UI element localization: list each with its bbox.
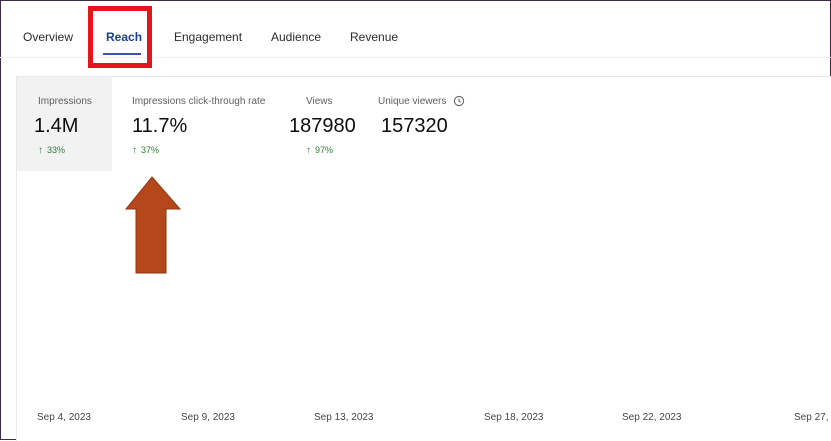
- arrow-up-icon: ↑: [38, 145, 43, 156]
- metric-impressions-ctr[interactable]: Impressions click-through rate 11.7% ↑ 37…: [120, 77, 290, 171]
- arrow-up-icon: ↑: [132, 145, 137, 156]
- x-tick-label: Sep 13, 2023: [314, 412, 374, 423]
- tabs-divider: [0, 57, 831, 58]
- tab-audience[interactable]: Audience: [271, 30, 322, 44]
- metric-change: ↑ 33%: [38, 145, 65, 156]
- metric-change-value: 33%: [47, 145, 66, 155]
- metric-views[interactable]: Views 187980 ↑ 97%: [282, 77, 367, 171]
- metric-label: Views: [306, 96, 333, 107]
- metric-value: 187980: [289, 115, 356, 137]
- metric-value: 11.7%: [132, 115, 188, 137]
- metric-change: ↑ 37%: [132, 145, 159, 156]
- reach-tab-highlight-box: [88, 6, 152, 68]
- x-tick-label: Sep 9, 2023: [181, 412, 235, 423]
- metric-value: 1.4M: [34, 115, 79, 137]
- annotation-up-arrow-icon: [124, 176, 182, 274]
- metric-label: Unique viewers: [378, 96, 447, 107]
- active-tab-underline: [103, 53, 141, 55]
- metric-change: ↑ 97%: [306, 145, 333, 156]
- metric-change-value: 37%: [141, 145, 160, 155]
- metric-label: Impressions click-through rate: [132, 96, 266, 107]
- metric-unique-viewers[interactable]: Unique viewers 157320: [372, 77, 482, 171]
- tab-engagement[interactable]: Engagement: [174, 30, 243, 44]
- analytics-tabs: Overview Reach Engagement Audience Reven…: [0, 0, 831, 72]
- tab-revenue[interactable]: Revenue: [350, 30, 399, 44]
- x-tick-label: Sep 18, 2023: [484, 412, 544, 423]
- metric-value: 157320: [381, 115, 448, 137]
- tab-reach[interactable]: Reach: [106, 30, 143, 44]
- metric-label: Impressions: [38, 96, 92, 107]
- x-tick-label: Sep 4, 2023: [37, 412, 91, 423]
- tab-overview[interactable]: Overview: [23, 30, 74, 44]
- arrow-up-icon: ↑: [306, 145, 311, 156]
- x-tick-label: Sep 27,: [794, 412, 829, 423]
- metric-change-value: 97%: [315, 145, 334, 155]
- x-tick-label: Sep 22, 2023: [622, 412, 682, 423]
- metric-impressions[interactable]: Impressions 1.4M ↑ 33%: [17, 77, 112, 171]
- clock-info-icon[interactable]: [453, 95, 465, 107]
